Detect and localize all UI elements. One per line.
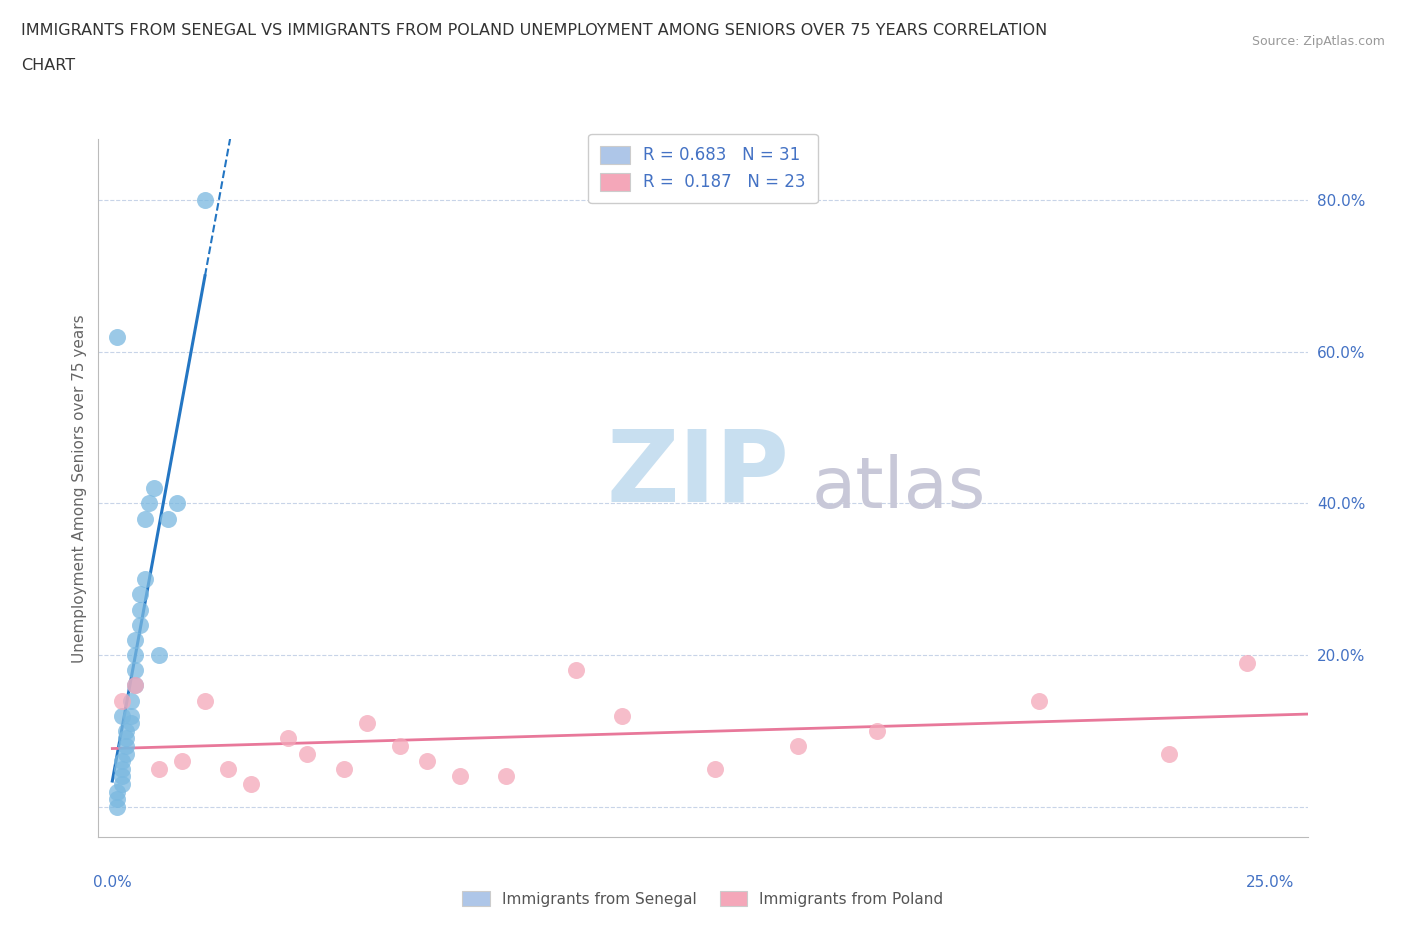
Point — [115, 746, 138, 761]
Point — [134, 572, 156, 587]
Point — [449, 769, 471, 784]
Point — [129, 618, 152, 632]
Point — [194, 193, 217, 207]
Point — [295, 746, 318, 761]
Point — [110, 777, 132, 791]
Point — [703, 762, 725, 777]
Point — [564, 663, 586, 678]
Y-axis label: Unemployment Among Seniors over 75 years: Unemployment Among Seniors over 75 years — [72, 314, 87, 662]
Point — [124, 647, 146, 662]
Point — [156, 512, 179, 526]
Point — [105, 784, 128, 799]
Point — [148, 647, 170, 662]
Point — [1028, 693, 1050, 708]
Point — [495, 769, 517, 784]
Text: IMMIGRANTS FROM SENEGAL VS IMMIGRANTS FROM POLAND UNEMPLOYMENT AMONG SENIORS OVE: IMMIGRANTS FROM SENEGAL VS IMMIGRANTS FR… — [21, 23, 1047, 38]
Point — [610, 709, 633, 724]
Point — [1236, 656, 1258, 671]
Text: CHART: CHART — [21, 58, 75, 73]
Point — [115, 731, 138, 746]
Point — [148, 762, 170, 777]
Text: Source: ZipAtlas.com: Source: ZipAtlas.com — [1251, 35, 1385, 48]
Point — [416, 753, 439, 768]
Point — [124, 678, 146, 693]
Point — [166, 496, 188, 511]
Point — [120, 693, 142, 708]
Text: 0.0%: 0.0% — [93, 875, 132, 890]
Point — [388, 738, 411, 753]
Point — [143, 481, 166, 496]
Point — [129, 587, 152, 602]
Point — [124, 632, 146, 647]
Point — [105, 799, 128, 814]
Point — [277, 731, 299, 746]
Point — [138, 496, 160, 511]
Point — [194, 693, 217, 708]
Text: 25.0%: 25.0% — [1246, 875, 1295, 890]
Point — [356, 716, 378, 731]
Point — [110, 693, 132, 708]
Point — [115, 724, 138, 738]
Point — [110, 709, 132, 724]
Point — [240, 777, 263, 791]
Point — [333, 762, 356, 777]
Point — [110, 753, 132, 768]
Legend: Immigrants from Senegal, Immigrants from Poland: Immigrants from Senegal, Immigrants from… — [457, 885, 949, 913]
Point — [110, 762, 132, 777]
Point — [124, 663, 146, 678]
Point — [120, 709, 142, 724]
Text: ZIP: ZIP — [606, 426, 789, 523]
Point — [866, 724, 889, 738]
Point — [105, 329, 128, 344]
Point — [110, 769, 132, 784]
Point — [115, 738, 138, 753]
Point — [787, 738, 810, 753]
Point — [134, 512, 156, 526]
Point — [170, 753, 193, 768]
Text: atlas: atlas — [811, 454, 986, 523]
Point — [105, 791, 128, 806]
Point — [1157, 746, 1180, 761]
Point — [124, 678, 146, 693]
Point — [120, 716, 142, 731]
Point — [129, 602, 152, 617]
Point — [217, 762, 239, 777]
